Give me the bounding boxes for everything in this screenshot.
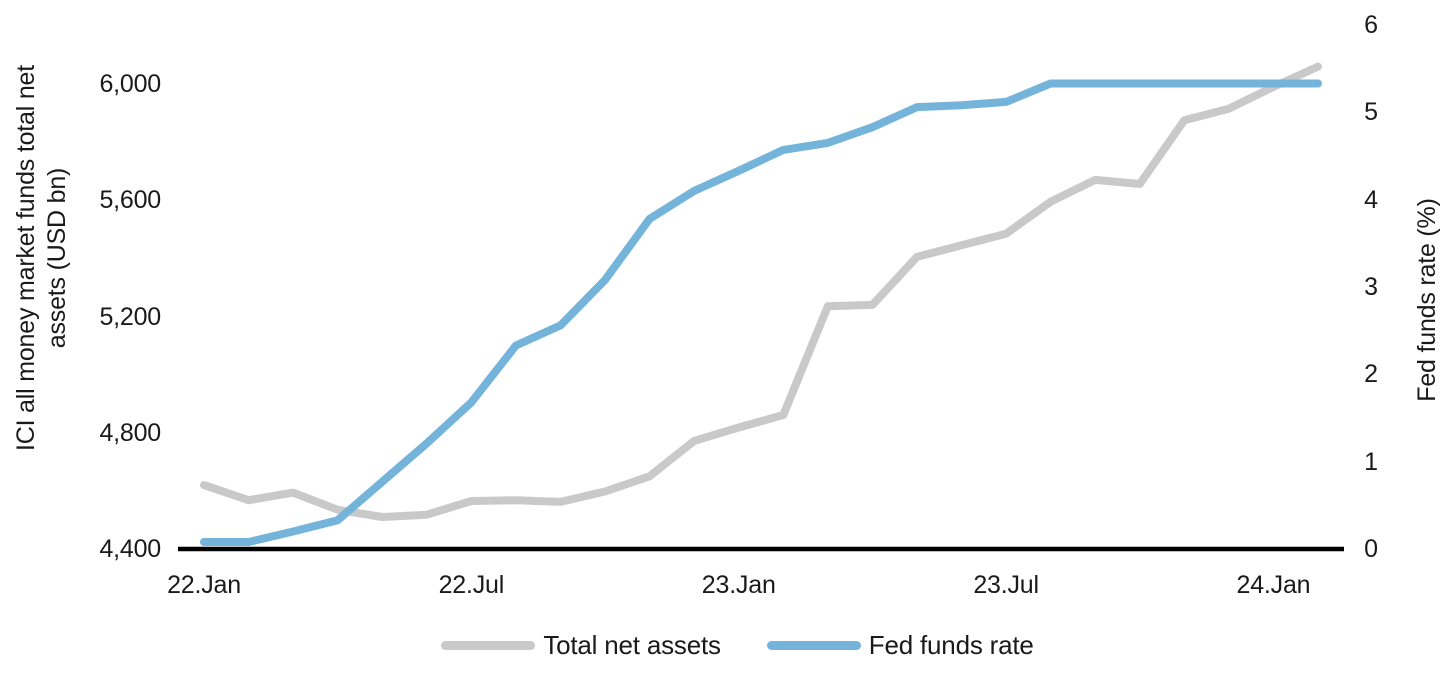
x-axis-tick-label: 22.Jul	[438, 571, 505, 599]
y-axis-left-tick-label: 6,000	[99, 70, 161, 98]
y-axis-right-tick-label: 1	[1364, 447, 1378, 476]
x-axis-tick-label: 23.Jul	[973, 571, 1039, 599]
left-axis-ticks: 4,400 4,800 5,200 5,600 6,000	[0, 0, 161, 674]
y-axis-left-tick-label: 4,800	[99, 418, 161, 447]
legend-swatch-fed-funds-rate	[766, 640, 861, 650]
legend-label-total-net-assets: Total net assets	[543, 630, 721, 660]
right-axis-ticks: 0 1 2 3 4 5 6	[1352, 0, 1390, 674]
x-axis-tick-label: 22.Jan	[167, 571, 241, 599]
legend-item-total-net-assets: Total net assets	[441, 628, 721, 662]
y-axis-right-tick-label: 2	[1364, 360, 1378, 389]
y-axis-left-tick-label: 5,600	[99, 186, 161, 215]
y-axis-right-tick-label: 3	[1364, 273, 1378, 301]
y-axis-right-tick-label: 6	[1364, 11, 1378, 39]
legend-swatch-total-net-assets	[441, 640, 536, 650]
x-axis-tick-label: 23.Jan	[701, 571, 776, 599]
fed-funds-rate-line	[200, 79, 1322, 546]
y-axis-left-tick-label: 5,200	[99, 302, 161, 331]
y-axis-left-tick-label: 4,400	[99, 535, 161, 563]
x-axis-tick-label: 24.Jan	[1236, 571, 1311, 599]
legend-item-fed-funds-rate: Fed funds rate	[766, 628, 1034, 662]
right-axis-title: Fed funds rate (%)	[1413, 198, 1441, 402]
legend-label-fed-funds-rate: Fed funds rate	[868, 630, 1034, 660]
y-axis-right-tick-label: 4	[1364, 185, 1378, 214]
total-net-assets-line	[200, 62, 1322, 521]
y-axis-right-tick-label: 0	[1364, 535, 1378, 563]
y-axis-right-tick-label: 5	[1364, 98, 1378, 127]
legend: Total net assets Fed funds rate	[12, 628, 1451, 662]
